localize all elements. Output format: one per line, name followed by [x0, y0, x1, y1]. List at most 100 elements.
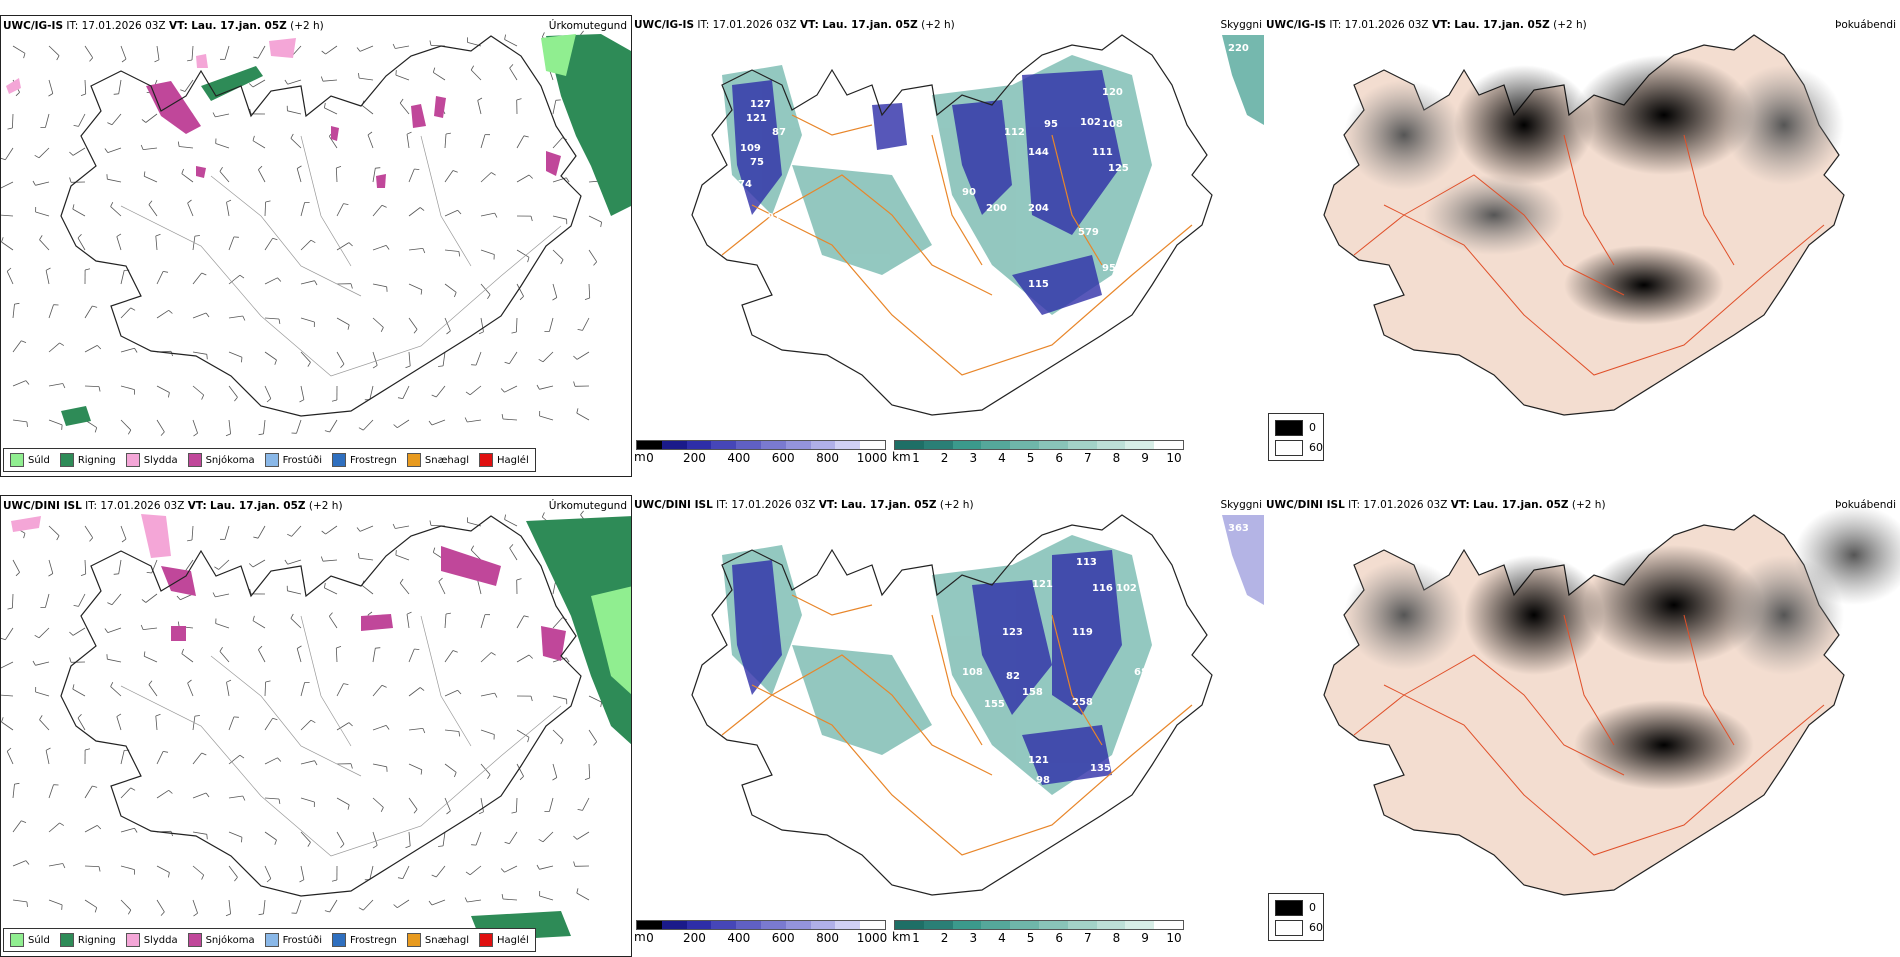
tick-label: 1000	[857, 931, 888, 945]
wind-barb	[336, 168, 337, 182]
wind-barb	[445, 614, 446, 628]
ceiling-label: 116	[1092, 583, 1113, 594]
wind-barb-flag	[60, 823, 64, 826]
wind-barb-flag	[207, 354, 208, 359]
wind-barb-flag	[73, 684, 74, 689]
wind-barb	[540, 896, 553, 900]
wind-barb	[509, 832, 517, 844]
wind-barb	[503, 899, 517, 900]
wind-barb-flag	[227, 200, 232, 202]
wind-barb	[49, 305, 54, 318]
wind-barb	[287, 111, 301, 114]
wind-barb	[5, 628, 13, 640]
wind-barb-flag	[69, 632, 73, 635]
wind-barb-flag	[15, 783, 20, 784]
iceland-outline	[61, 36, 581, 416]
wind-barb	[432, 420, 445, 425]
wind-barb-flag	[512, 812, 517, 813]
wind-barb	[373, 284, 387, 287]
wind-barb	[85, 825, 97, 832]
scale-ticks: 1 2 3 4 5 6 7 8 9 10	[916, 930, 1174, 946]
legend-item: Snæhagl	[407, 453, 469, 467]
tick-label: 800	[816, 931, 839, 945]
wind-barb-flag	[393, 44, 395, 49]
wind-barb	[517, 175, 529, 182]
wind-barb-flag	[495, 693, 497, 697]
wind-barb-flag	[92, 786, 97, 787]
wind-barb-flag	[195, 236, 200, 237]
wind-barb	[445, 764, 456, 772]
visibility-scale-bar	[894, 440, 1184, 450]
wind-barb-flag	[291, 614, 293, 618]
wind-barb	[436, 386, 445, 397]
snow-areas	[161, 546, 566, 661]
wind-barb	[323, 80, 337, 81]
wind-barb	[265, 278, 278, 284]
wind-barb	[516, 798, 517, 812]
wind-barb	[229, 352, 242, 357]
wind-barb-flag	[16, 572, 20, 576]
wind-barb	[373, 685, 382, 696]
wind-barb	[265, 202, 266, 216]
wind-barb-flag	[505, 515, 506, 520]
wind-barb-flag	[156, 234, 161, 236]
snow-areas	[146, 81, 561, 188]
wind-barb	[373, 245, 386, 250]
wind-barb	[157, 271, 163, 284]
wind-barb	[229, 386, 238, 397]
wind-barb-flag	[227, 680, 232, 682]
wind-barb	[549, 798, 553, 812]
wind-barb	[368, 135, 373, 148]
wind-barb-flag	[63, 864, 65, 869]
wind-barb-flag	[520, 776, 524, 780]
wind-barb	[265, 318, 279, 319]
wind-barb	[589, 764, 590, 778]
wind-barb-flag	[207, 834, 208, 839]
ceiling-label: 121	[746, 113, 767, 124]
wind-barb-flag	[182, 169, 184, 174]
wind-barb	[2, 722, 14, 730]
wind-barb	[227, 682, 230, 696]
wind-barb-flag	[438, 366, 443, 367]
wind-barb-flag	[359, 428, 363, 430]
wind-barb	[40, 240, 50, 250]
wind-barb-flag	[180, 90, 185, 92]
wind-barb	[13, 304, 15, 318]
road-lines	[121, 616, 561, 856]
ceiling-label: 95	[1102, 263, 1116, 274]
wind-barb-flag	[35, 155, 39, 158]
wind-barb	[1, 662, 13, 668]
sleet-areas	[11, 514, 171, 558]
wind-barb-flag	[315, 281, 317, 285]
wind-barb-flag	[407, 132, 412, 134]
wind-barb	[395, 526, 409, 529]
wind-barb	[397, 900, 409, 908]
wind-barb	[432, 900, 445, 905]
wind-barb-flag	[8, 128, 13, 129]
wind-barb-flag	[285, 560, 288, 564]
wind-barb-flag	[240, 275, 244, 278]
wind-barb-flag	[322, 531, 326, 534]
wind-barb	[409, 798, 417, 809]
wind-barb	[216, 144, 229, 149]
wind-barb	[481, 213, 495, 216]
wind-barb-flag	[241, 357, 242, 362]
legend-item: Slydda	[126, 933, 178, 947]
wind-barb-flag	[131, 308, 135, 310]
wind-barb	[107, 659, 121, 662]
wind-barb	[13, 784, 15, 798]
ceiling-scale: m 0 200 400 600 800 1000	[636, 440, 886, 474]
wind-barb-flag	[447, 331, 451, 334]
wind-barb-flag	[69, 152, 73, 155]
wind-barb-flag	[122, 59, 126, 62]
wind-barb	[143, 148, 157, 150]
wind-barb-flag	[57, 56, 59, 60]
scale-ticks: 1 2 3 4 5 6 7 8 9 10	[916, 450, 1174, 466]
scale-unit: m	[634, 450, 646, 464]
rain-areas	[61, 34, 631, 426]
wind-barb-flag	[266, 201, 271, 202]
wind-barb	[471, 70, 481, 80]
wind-barb	[193, 313, 206, 318]
wind-barb-flag	[386, 245, 389, 249]
legend-swatch	[332, 933, 346, 947]
